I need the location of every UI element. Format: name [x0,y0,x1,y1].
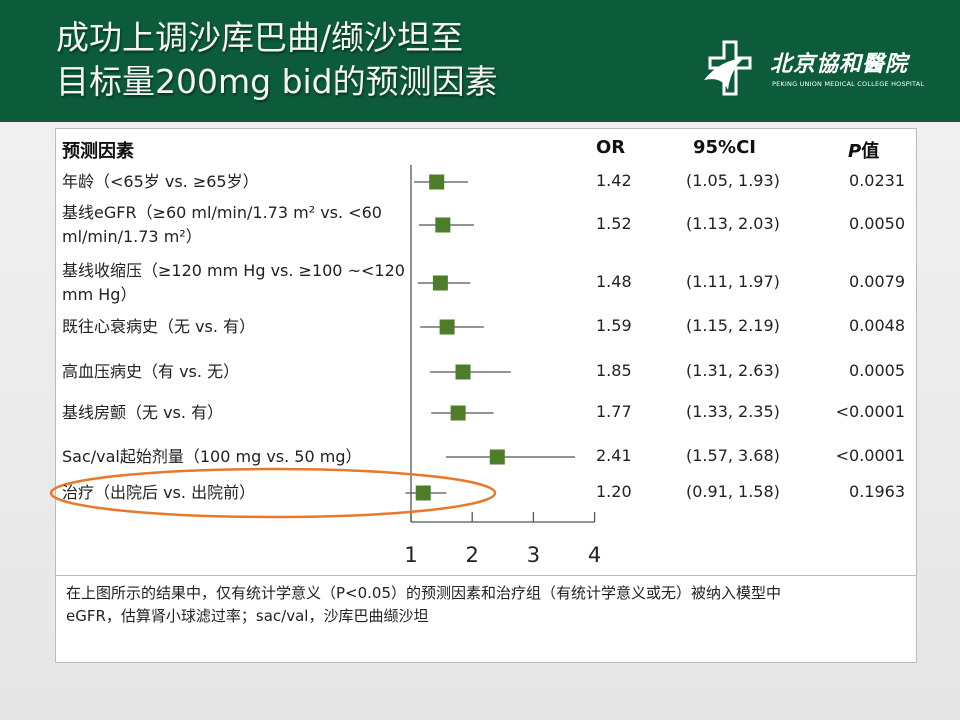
x-tick-label: 1 [404,543,417,567]
p-suffix: 值 [861,141,880,162]
title-line-1: 成功上调沙库巴曲/缬沙坦至 [56,18,464,57]
ci-value: (1.33, 2.35) [686,402,780,421]
p-value: <0.0001 [835,402,905,421]
ci-value: (0.91, 1.58) [686,482,780,501]
p-value: <0.0001 [835,446,905,465]
p-value: 0.0079 [849,272,905,291]
factor-label: 既往心衰病史（无 vs. 有） [62,317,256,336]
footnote-line-2: eGFR，估算肾小球滤过率；sac/val，沙库巴曲缬沙坦 [66,607,429,625]
factor-label: 基线eGFR（≥60 ml/min/1.73 m² vs. <60 ml/min… [62,203,382,246]
factor-label: 基线收缩压（≥120 mm Hg vs. ≥100 ~<120 mm Hg） [62,261,405,304]
or-marker [450,405,466,421]
cross-bird-logo-icon [704,40,752,96]
p-value: 0.0231 [849,171,905,190]
factor-label: 高血压病史（有 vs. 无） [62,362,240,381]
hospital-logo: 北京協和醫院 PEKING UNION MEDICAL COLLEGE HOSP… [700,40,930,100]
or-value: 1.59 [596,316,632,335]
or-marker [439,319,455,335]
or-value: 1.77 [596,402,632,421]
or-value: 1.48 [596,272,632,291]
ci-value: (1.31, 2.63) [686,361,780,380]
p-value: 0.0048 [849,316,905,335]
factor-label: 基线房颤（无 vs. 有） [62,403,224,422]
footnote-line-1: 在上图所示的结果中，仅有统计学意义（P<0.05）的预测因素和治疗组（有统计学意… [66,584,782,602]
factor-label: 年龄（<65岁 vs. ≥65岁） [62,172,259,191]
slide-header: 成功上调沙库巴曲/缬沙坦至 目标量200mg bid的预测因素 北京協和醫院 P… [0,0,960,122]
title-line-2: 目标量200mg bid的预测因素 [56,62,498,101]
factor-label: Sac/val起始剂量（100 mg vs. 50 mg） [62,447,362,466]
or-value: 2.41 [596,446,632,465]
slide-title: 成功上调沙库巴曲/缬沙坦至 目标量200mg bid的预测因素 [56,16,498,104]
p-value: 0.0005 [849,361,905,380]
highlight-ellipse [49,467,497,519]
or-value: 1.20 [596,482,632,501]
ci-value: (1.05, 1.93) [686,171,780,190]
or-marker [415,485,431,501]
p-value: 0.1963 [849,482,905,501]
factor-label: 治疗（出院后 vs. 出院前） [62,483,256,502]
column-header-ci: 95%CI [693,137,756,158]
logo-english-text: PEKING UNION MEDICAL COLLEGE HOSPITAL [772,80,925,88]
or-marker [435,217,451,233]
forest-plot-panel [55,128,917,576]
ci-value: (1.15, 2.19) [686,316,780,335]
p-italic: P [848,141,862,162]
or-marker [432,275,448,291]
column-header-factor: 预测因素 [62,141,134,162]
x-tick-label: 4 [588,543,601,567]
logo-chinese-text: 北京協和醫院 [770,51,909,77]
column-header-p: P值 [848,137,879,163]
x-tick-label: 2 [466,543,479,567]
ci-value: (1.11, 1.97) [686,272,780,291]
or-value: 1.52 [596,214,632,233]
p-value: 0.0050 [849,214,905,233]
or-marker [489,449,505,465]
ci-value: (1.13, 2.03) [686,214,780,233]
or-marker [429,174,445,190]
ci-value: (1.57, 3.68) [686,446,780,465]
footnote-box: 在上图所示的结果中，仅有统计学意义（P<0.05）的预测因素和治疗组（有统计学意… [55,575,917,663]
column-header-or: OR [596,137,626,158]
or-value: 1.42 [596,171,632,190]
or-marker [455,364,471,380]
x-tick-label: 3 [527,543,540,567]
or-value: 1.85 [596,361,632,380]
